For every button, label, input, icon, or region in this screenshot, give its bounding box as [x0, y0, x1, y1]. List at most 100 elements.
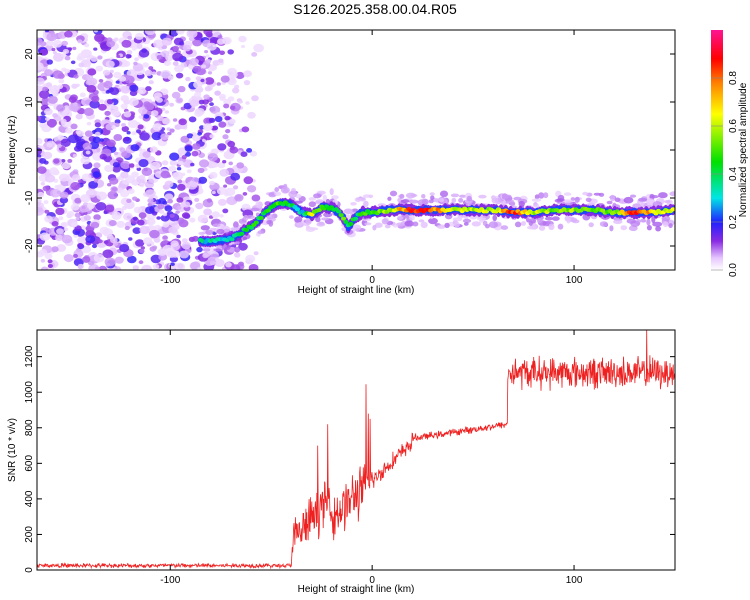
- spectrogram-xtick-label: -100: [160, 275, 180, 286]
- spectrogram-noise-blob: [131, 171, 139, 178]
- snr-ylabel: SNR (10 * v/v): [7, 418, 18, 482]
- spectrogram-noise-blob: [37, 147, 42, 155]
- spectrogram-noise-blob: [207, 153, 218, 162]
- spectrogram-noise-blob: [93, 162, 101, 169]
- spectrogram-noise-blob: [172, 45, 180, 51]
- spectrogram-noise-blob: [206, 42, 217, 51]
- spectrogram-noise-blob: [98, 265, 108, 270]
- spectrogram-halo-blob: [305, 218, 312, 225]
- spectrogram-halo-blob: [322, 194, 327, 202]
- spectrogram-noise-blob: [132, 216, 138, 221]
- spectrogram-halo-blob: [530, 217, 536, 224]
- spectrogram-noise-blob: [222, 134, 229, 140]
- spectrogram-noise-blob: [126, 215, 131, 219]
- spectrogram-noise-blob: [105, 123, 115, 131]
- spectrogram-halo-blob: [629, 194, 637, 198]
- spectrogram-halo-blob: [620, 225, 628, 231]
- spectrogram-halo-blob: [521, 221, 526, 226]
- spectrogram-noise-blob: [227, 49, 234, 55]
- spectrogram-noise-blob: [109, 69, 114, 74]
- spectrogram-noise-blob: [83, 215, 91, 221]
- spectrogram-noise-blob: [225, 262, 232, 268]
- spectrogram-halo-blob: [478, 194, 487, 199]
- spectrogram-ridge-cell: [229, 237, 235, 242]
- spectrogram-halo-blob: [234, 241, 240, 245]
- spectrogram-noise-blob: [214, 90, 221, 96]
- spectrogram-noise-blob: [253, 251, 259, 256]
- spectrogram-noise-blob: [224, 119, 235, 128]
- spectrogram-noise-blob: [131, 131, 137, 136]
- snr-plot-area: [37, 330, 675, 570]
- spectrogram-halo-blob: [609, 194, 616, 202]
- spectrogram-noise-blob: [186, 133, 194, 139]
- spectrogram-noise-blob: [217, 34, 223, 39]
- spectrogram-noise-blob: [192, 38, 203, 47]
- snr-axes-frame: [36, 329, 676, 571]
- spectrogram-noise-blob: [162, 117, 171, 125]
- spectrogram-noise-blob: [218, 93, 226, 100]
- spectrogram-halo-blob: [662, 221, 669, 228]
- spectrogram-noise-blob: [234, 194, 244, 202]
- spectrogram-noise-blob: [157, 115, 164, 122]
- spectrogram-noise-blob: [186, 181, 198, 190]
- spectrogram-noise-blob: [63, 227, 69, 232]
- spectrogram-noise-blob: [181, 212, 190, 219]
- spectrogram-noise-blob: [243, 176, 254, 185]
- spectrogram-noise-blob: [39, 48, 49, 56]
- spectrogram-noise-blob: [37, 207, 45, 216]
- spectrogram-halo-blob: [430, 195, 435, 200]
- spectrogram-noise-blob: [201, 64, 207, 69]
- spectrogram-noise-blob: [61, 110, 73, 119]
- spectrogram-noise-blob: [37, 61, 41, 66]
- spectrogram-ytick-label: 0: [24, 147, 35, 153]
- spectrogram-ridge-cell: [348, 221, 354, 226]
- spectrogram-noise-blob: [169, 213, 175, 218]
- spectrogram-noise-blob: [223, 103, 230, 109]
- spectrogram-halo-blob: [582, 191, 589, 196]
- spectrogram-halo-blob: [296, 222, 303, 227]
- spectrogram-noise-blob: [77, 39, 83, 44]
- spectrogram-noise-blob: [107, 190, 118, 200]
- spectrogram-ridge-cell: [244, 228, 250, 232]
- spectrogram-ridge-cell: [265, 208, 271, 213]
- spectrogram-noise-blob: [86, 64, 91, 68]
- spectrogram-noise-blob: [113, 71, 122, 79]
- spectrogram-noise-blob: [68, 96, 77, 103]
- spectrogram-noise-blob: [44, 174, 56, 183]
- spectrogram-noise-blob: [46, 40, 54, 47]
- spectrogram-halo-blob: [274, 191, 282, 196]
- spectrogram-halo-blob: [651, 216, 656, 223]
- spectrogram-noise-blob: [140, 246, 145, 250]
- spectrogram-noise-blob: [219, 214, 224, 218]
- spectrogram-halo-blob: [242, 236, 248, 241]
- spectrogram-noise-blob: [144, 69, 153, 77]
- spectrogram-noise-blob: [193, 81, 203, 89]
- spectrogram-noise-blob: [186, 169, 192, 174]
- spectrogram-halo-blob: [257, 230, 264, 235]
- spectrogram-noise-blob: [49, 167, 59, 175]
- spectrogram-noise-blob: [232, 87, 240, 94]
- spectrogram-noise-blob: [114, 119, 121, 124]
- spectrogram-noise-blob: [203, 94, 210, 100]
- spectrogram-noise-blob: [251, 52, 258, 57]
- spectrogram-noise-blob: [238, 99, 243, 104]
- spectrogram-noise-blob: [138, 159, 149, 168]
- spectrogram-noise-blob: [87, 77, 98, 86]
- spectrogram-halo-blob: [639, 218, 647, 223]
- spectrogram-ridge-cell: [340, 216, 347, 221]
- spectrogram-noise-blob: [60, 159, 66, 163]
- spectrogram-noise-blob: [160, 50, 170, 58]
- spectrogram-halo-blob: [200, 225, 210, 231]
- spectrogram-noise-blob: [224, 192, 230, 197]
- spectrogram-halo-blob: [250, 207, 260, 212]
- spectrogram-noise-blob: [95, 65, 103, 72]
- spectrogram-halo-blob: [492, 214, 498, 222]
- spectrogram-noise-blob: [104, 204, 115, 213]
- spectrogram-noise-blob: [198, 129, 203, 133]
- spectrogram-ridge-cell: [343, 219, 349, 224]
- spectrogram-noise-blob: [225, 129, 231, 134]
- spectrogram-noise-blob: [137, 219, 145, 226]
- spectrogram-noise-blob: [105, 90, 111, 94]
- spectrogram-noise-blob: [75, 113, 83, 120]
- spectrogram-halo-blob: [354, 197, 362, 203]
